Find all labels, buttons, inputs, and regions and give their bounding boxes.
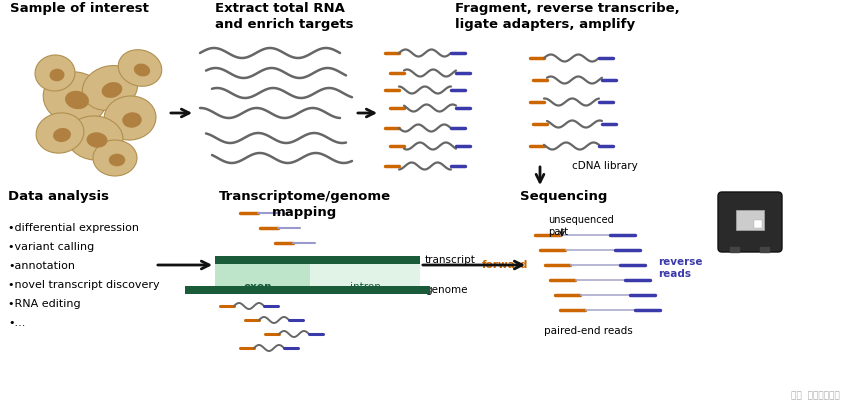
Bar — [754, 220, 762, 228]
Ellipse shape — [122, 112, 142, 128]
Text: forward: forward — [482, 260, 528, 270]
Text: Data analysis: Data analysis — [8, 190, 109, 203]
Bar — [215, 256, 420, 264]
Text: •RNA editing: •RNA editing — [8, 299, 81, 309]
Text: intron: intron — [349, 282, 381, 292]
Polygon shape — [215, 264, 310, 286]
Text: reverse
reads: reverse reads — [658, 257, 702, 279]
Text: •differential expression: •differential expression — [8, 223, 139, 233]
Text: 知乎  罗厄诺克梦魔: 知乎 罗厄诺克梦魔 — [791, 391, 840, 400]
Bar — [736, 210, 764, 230]
Ellipse shape — [104, 96, 156, 140]
Ellipse shape — [102, 82, 122, 98]
Text: Fragment, reverse transcribe,
ligate adapters, amplify: Fragment, reverse transcribe, ligate ada… — [455, 2, 680, 31]
Ellipse shape — [53, 128, 71, 142]
Ellipse shape — [133, 64, 150, 76]
Bar — [730, 247, 739, 252]
Ellipse shape — [49, 69, 65, 81]
Text: •annotation: •annotation — [8, 261, 75, 271]
Text: genome: genome — [425, 285, 468, 295]
Ellipse shape — [93, 140, 137, 176]
Text: exon: exon — [244, 282, 272, 292]
Ellipse shape — [65, 91, 89, 109]
Text: transcript: transcript — [425, 255, 476, 265]
Text: unsequenced
part: unsequenced part — [548, 215, 614, 237]
Ellipse shape — [36, 113, 84, 153]
Polygon shape — [310, 264, 420, 286]
Ellipse shape — [82, 66, 138, 111]
Text: Transcriptome/genome
mapping: Transcriptome/genome mapping — [219, 190, 391, 219]
Text: cDNA library: cDNA library — [572, 161, 638, 171]
FancyBboxPatch shape — [718, 192, 782, 252]
Ellipse shape — [109, 154, 125, 166]
Ellipse shape — [43, 72, 107, 124]
Text: Sample of interest: Sample of interest — [10, 2, 149, 15]
Ellipse shape — [87, 132, 107, 148]
Ellipse shape — [35, 55, 75, 91]
Text: Sequencing: Sequencing — [520, 190, 608, 203]
Ellipse shape — [118, 50, 162, 86]
Bar — [185, 286, 430, 294]
Text: Extract total RNA
and enrich targets: Extract total RNA and enrich targets — [215, 2, 354, 31]
Text: •...: •... — [8, 318, 25, 328]
Text: •variant calling: •variant calling — [8, 242, 94, 252]
Text: paired-end reads: paired-end reads — [544, 326, 632, 336]
Bar — [760, 247, 769, 252]
Ellipse shape — [67, 116, 123, 160]
Text: •novel transcript discovery: •novel transcript discovery — [8, 280, 160, 290]
